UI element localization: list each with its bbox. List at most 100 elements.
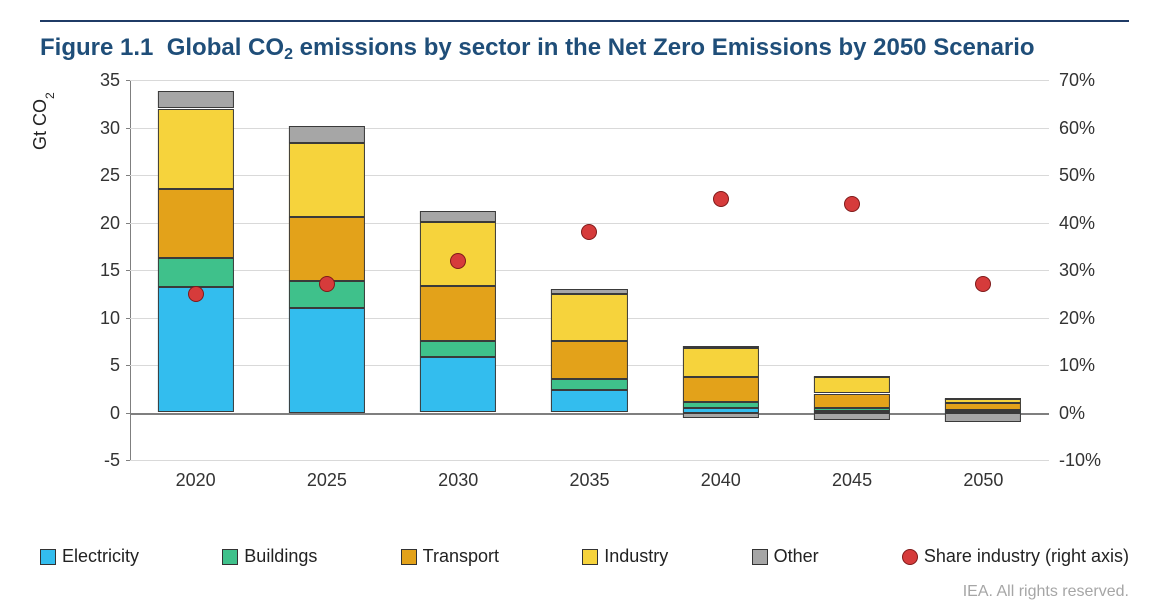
y-axis-left-label: Gt CO2 [30,92,54,150]
bar-segment-buildings [551,379,627,389]
legend-label: Share industry (right axis) [924,546,1129,567]
x-axis-label: 2020 [176,460,216,491]
top-rule [40,20,1129,22]
credit-line: IEA. All rights reserved. [963,583,1129,601]
ytick-left: 15 [70,261,130,279]
bar-stack [945,80,1021,460]
ytick-right: 20% [1049,309,1119,327]
legend-swatch-icon [582,549,598,565]
bar-slot: 2030 [393,80,524,460]
ytick-right: 50% [1049,166,1119,184]
figure-number: Figure 1.1 [40,34,153,61]
legend-swatch-icon [222,549,238,565]
legend-item-transport: Transport [401,546,499,567]
bar-stack [683,80,759,460]
ytick-left: 30 [70,119,130,137]
bar-segment-other-negative [945,413,1021,423]
share-industry-marker [450,253,466,269]
bar-segment-transport [158,189,234,257]
legend-marker-icon [902,549,918,565]
ytick-left: 25 [70,166,130,184]
plot-region: -505101520253035-10%0%10%20%30%40%50%60%… [130,80,1049,460]
ytick-right: 40% [1049,214,1119,232]
bar-slot: 2020 [130,80,261,460]
legend-item-industry: Industry [582,546,668,567]
share-industry-marker [319,276,335,292]
bar-segment-other [814,376,890,378]
x-axis-label: 2045 [832,460,872,491]
share-industry-marker [188,286,204,302]
bar-segment-electricity [289,308,365,413]
bar-segment-other-negative [814,413,890,421]
bar-segment-buildings [683,402,759,408]
ytick-left: -5 [70,451,130,469]
bar-segment-other [158,91,234,108]
bar-segment-electricity [158,287,234,412]
bar-stack [289,80,365,460]
bar-segment-industry [289,143,365,217]
figure-container: Figure 1.1 Global CO2 emissions by secto… [0,0,1169,613]
bar-segment-transport [420,286,496,341]
x-axis-label: 2050 [963,460,1003,491]
bar-segment-transport [683,377,759,402]
legend-swatch-icon [40,549,56,565]
x-axis-label: 2035 [569,460,609,491]
bar-slot: 2040 [655,80,786,460]
legend-label: Industry [604,546,668,567]
figure-title: Figure 1.1 Global CO2 emissions by secto… [40,34,1129,62]
title-part-b: emissions by sector in the Net Zero Emis… [293,34,1035,61]
ytick-right: 30% [1049,261,1119,279]
bar-segment-transport [945,403,1021,410]
ytick-right: -10% [1049,451,1119,469]
bar-segment-industry [551,294,627,342]
legend-label: Other [774,546,819,567]
ytick-right: 70% [1049,71,1119,89]
ytick-right: 10% [1049,356,1119,374]
bar-segment-electricity [420,357,496,412]
legend-item-buildings: Buildings [222,546,317,567]
ylabel-text: Gt CO [30,99,50,150]
bar-stack [158,80,234,460]
legend-item-share_industry: Share industry (right axis) [902,546,1129,567]
bar-segment-transport [289,217,365,282]
ylabel-sub: 2 [43,92,57,99]
bar-segment-other-negative [683,413,759,419]
share-industry-marker [844,196,860,212]
ytick-left: 0 [70,404,130,422]
bar-segment-transport [814,394,890,408]
bar-segment-other [683,346,759,348]
share-industry-marker [581,224,597,240]
bar-stack [420,80,496,460]
legend: Electricity Buildings Transport Industry Oth… [40,546,1129,567]
bar-segment-transport [551,341,627,379]
x-axis-label: 2030 [438,460,478,491]
legend-item-other: Other [752,546,819,567]
legend-item-electricity: Electricity [40,546,139,567]
bar-segment-industry [158,109,234,190]
bar-slot: 2045 [786,80,917,460]
ytick-left: 5 [70,356,130,374]
legend-label: Transport [423,546,499,567]
bar-slot: 2025 [261,80,392,460]
legend-label: Electricity [62,546,139,567]
bar-segment-industry [814,377,890,393]
bar-stack [814,80,890,460]
title-sub: 2 [284,46,293,63]
ytick-right: 60% [1049,119,1119,137]
bar-segment-other [289,126,365,143]
bar-segment-electricity [551,390,627,413]
legend-swatch-icon [401,549,417,565]
bar-slot: 2050 [918,80,1049,460]
x-axis-label: 2025 [307,460,347,491]
ytick-left: 10 [70,309,130,327]
bar-segment-other [945,398,1021,400]
legend-label: Buildings [244,546,317,567]
bar-slot: 2035 [524,80,655,460]
bar-segment-other [420,211,496,221]
ytick-right: 0% [1049,404,1119,422]
bar-segment-buildings [814,408,890,411]
share-industry-marker [713,191,729,207]
title-part-a: Global CO [167,34,284,61]
bar-segment-buildings [420,341,496,357]
ytick-left: 35 [70,71,130,89]
